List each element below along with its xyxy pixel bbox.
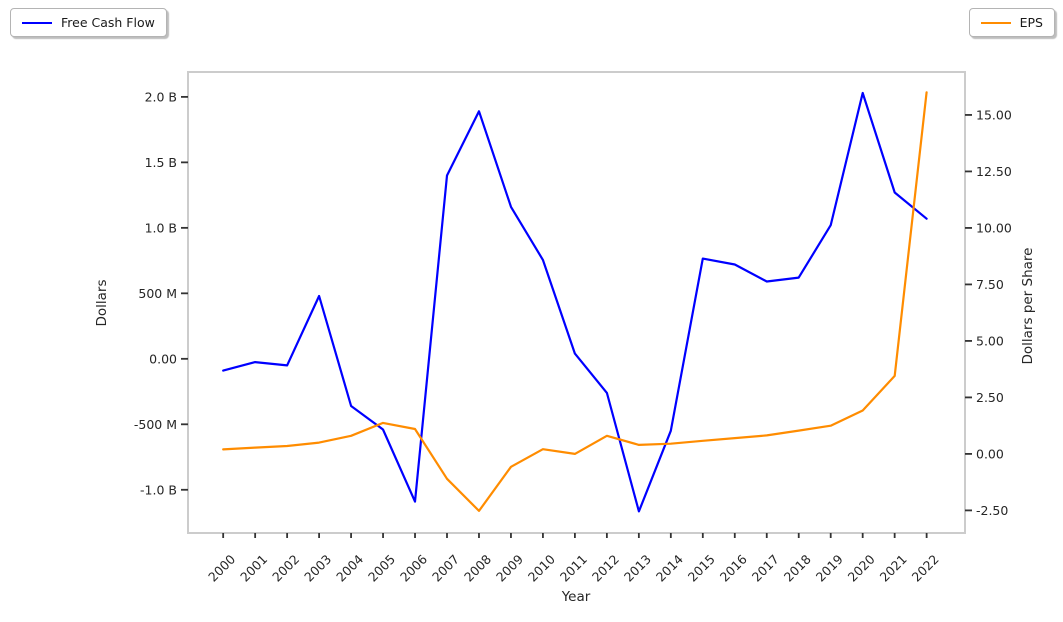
x-tick-label: 2020 <box>845 551 878 584</box>
eps-line <box>222 91 928 512</box>
y-axis-label-left: Dollars <box>94 279 110 326</box>
legend-free-cash-flow: Free Cash Flow <box>10 8 167 37</box>
x-tick-label: 2018 <box>781 551 814 584</box>
x-tick-label: 2007 <box>429 552 462 585</box>
x-axis-label: Year <box>561 589 591 605</box>
y-right-tick-label: 7.50 <box>976 277 1004 292</box>
y-right-tick-label: 15.00 <box>976 107 1012 122</box>
y-right-tick-label: 0.00 <box>976 446 1004 461</box>
x-tick-label: 2015 <box>685 552 718 585</box>
free-cash-flow-line <box>222 91 928 513</box>
y-left-tick-label: 500 M <box>138 286 177 301</box>
x-tick-label: 2011 <box>557 552 590 585</box>
data-series <box>222 91 928 513</box>
x-tick-label: 2014 <box>653 551 686 584</box>
x-tick-label: 2008 <box>461 551 494 584</box>
y-left-tick-label: 2.0 B <box>145 89 177 104</box>
x-tick-label: 2003 <box>301 552 334 585</box>
legend-fcf-line-sample <box>22 21 52 24</box>
y-right-tick-label: 12.50 <box>976 164 1012 179</box>
y-left-tick-label: -500 M <box>134 417 177 432</box>
y-right-tick-label: 2.50 <box>976 390 1004 405</box>
x-tick-label: 2022 <box>909 552 942 585</box>
x-tick-label: 2019 <box>813 551 846 584</box>
legend-eps-line-sample <box>980 21 1011 24</box>
y-right-tick-label: 5.00 <box>976 333 1004 348</box>
legend-eps-label: EPS <box>1019 15 1043 30</box>
x-tick-label: 2000 <box>205 551 238 584</box>
x-tick-label: 2005 <box>365 552 398 585</box>
x-tick-label: 2004 <box>333 551 366 584</box>
y-left-tick-label: 0.00 <box>149 351 177 366</box>
x-tick-label: 2010 <box>525 551 558 584</box>
legend-eps: EPS <box>968 8 1055 37</box>
plot-border <box>187 71 966 534</box>
y-left-tick-label: 1.0 B <box>145 220 177 235</box>
y-right-tick-label: 10.00 <box>976 220 1012 235</box>
x-tick-label: 2006 <box>397 551 430 584</box>
x-tick-label: 2009 <box>493 551 526 584</box>
x-tick-label: 2017 <box>749 552 782 585</box>
y-left-tick-label: 1.5 B <box>145 155 177 170</box>
x-tick-label: 2021 <box>877 552 910 585</box>
y-left-tick-label: -1.0 B <box>140 482 177 497</box>
x-tick-label: 2016 <box>717 551 750 584</box>
axis-ticks: 2.0 B 1.5 B 1.0 B 500 M 0.00 -500 M -1.0 B 15.0… <box>134 89 1012 584</box>
x-tick-label: 2002 <box>269 552 302 585</box>
y-right-tick-label: -2.50 <box>976 503 1008 518</box>
x-tick-label: 2012 <box>589 552 622 585</box>
x-tick-label: 2001 <box>237 552 270 585</box>
x-tick-label: 2013 <box>621 552 654 585</box>
legend-fcf-label: Free Cash Flow <box>61 15 155 30</box>
y-axis-label-right: Dollars per Share <box>1020 248 1036 365</box>
